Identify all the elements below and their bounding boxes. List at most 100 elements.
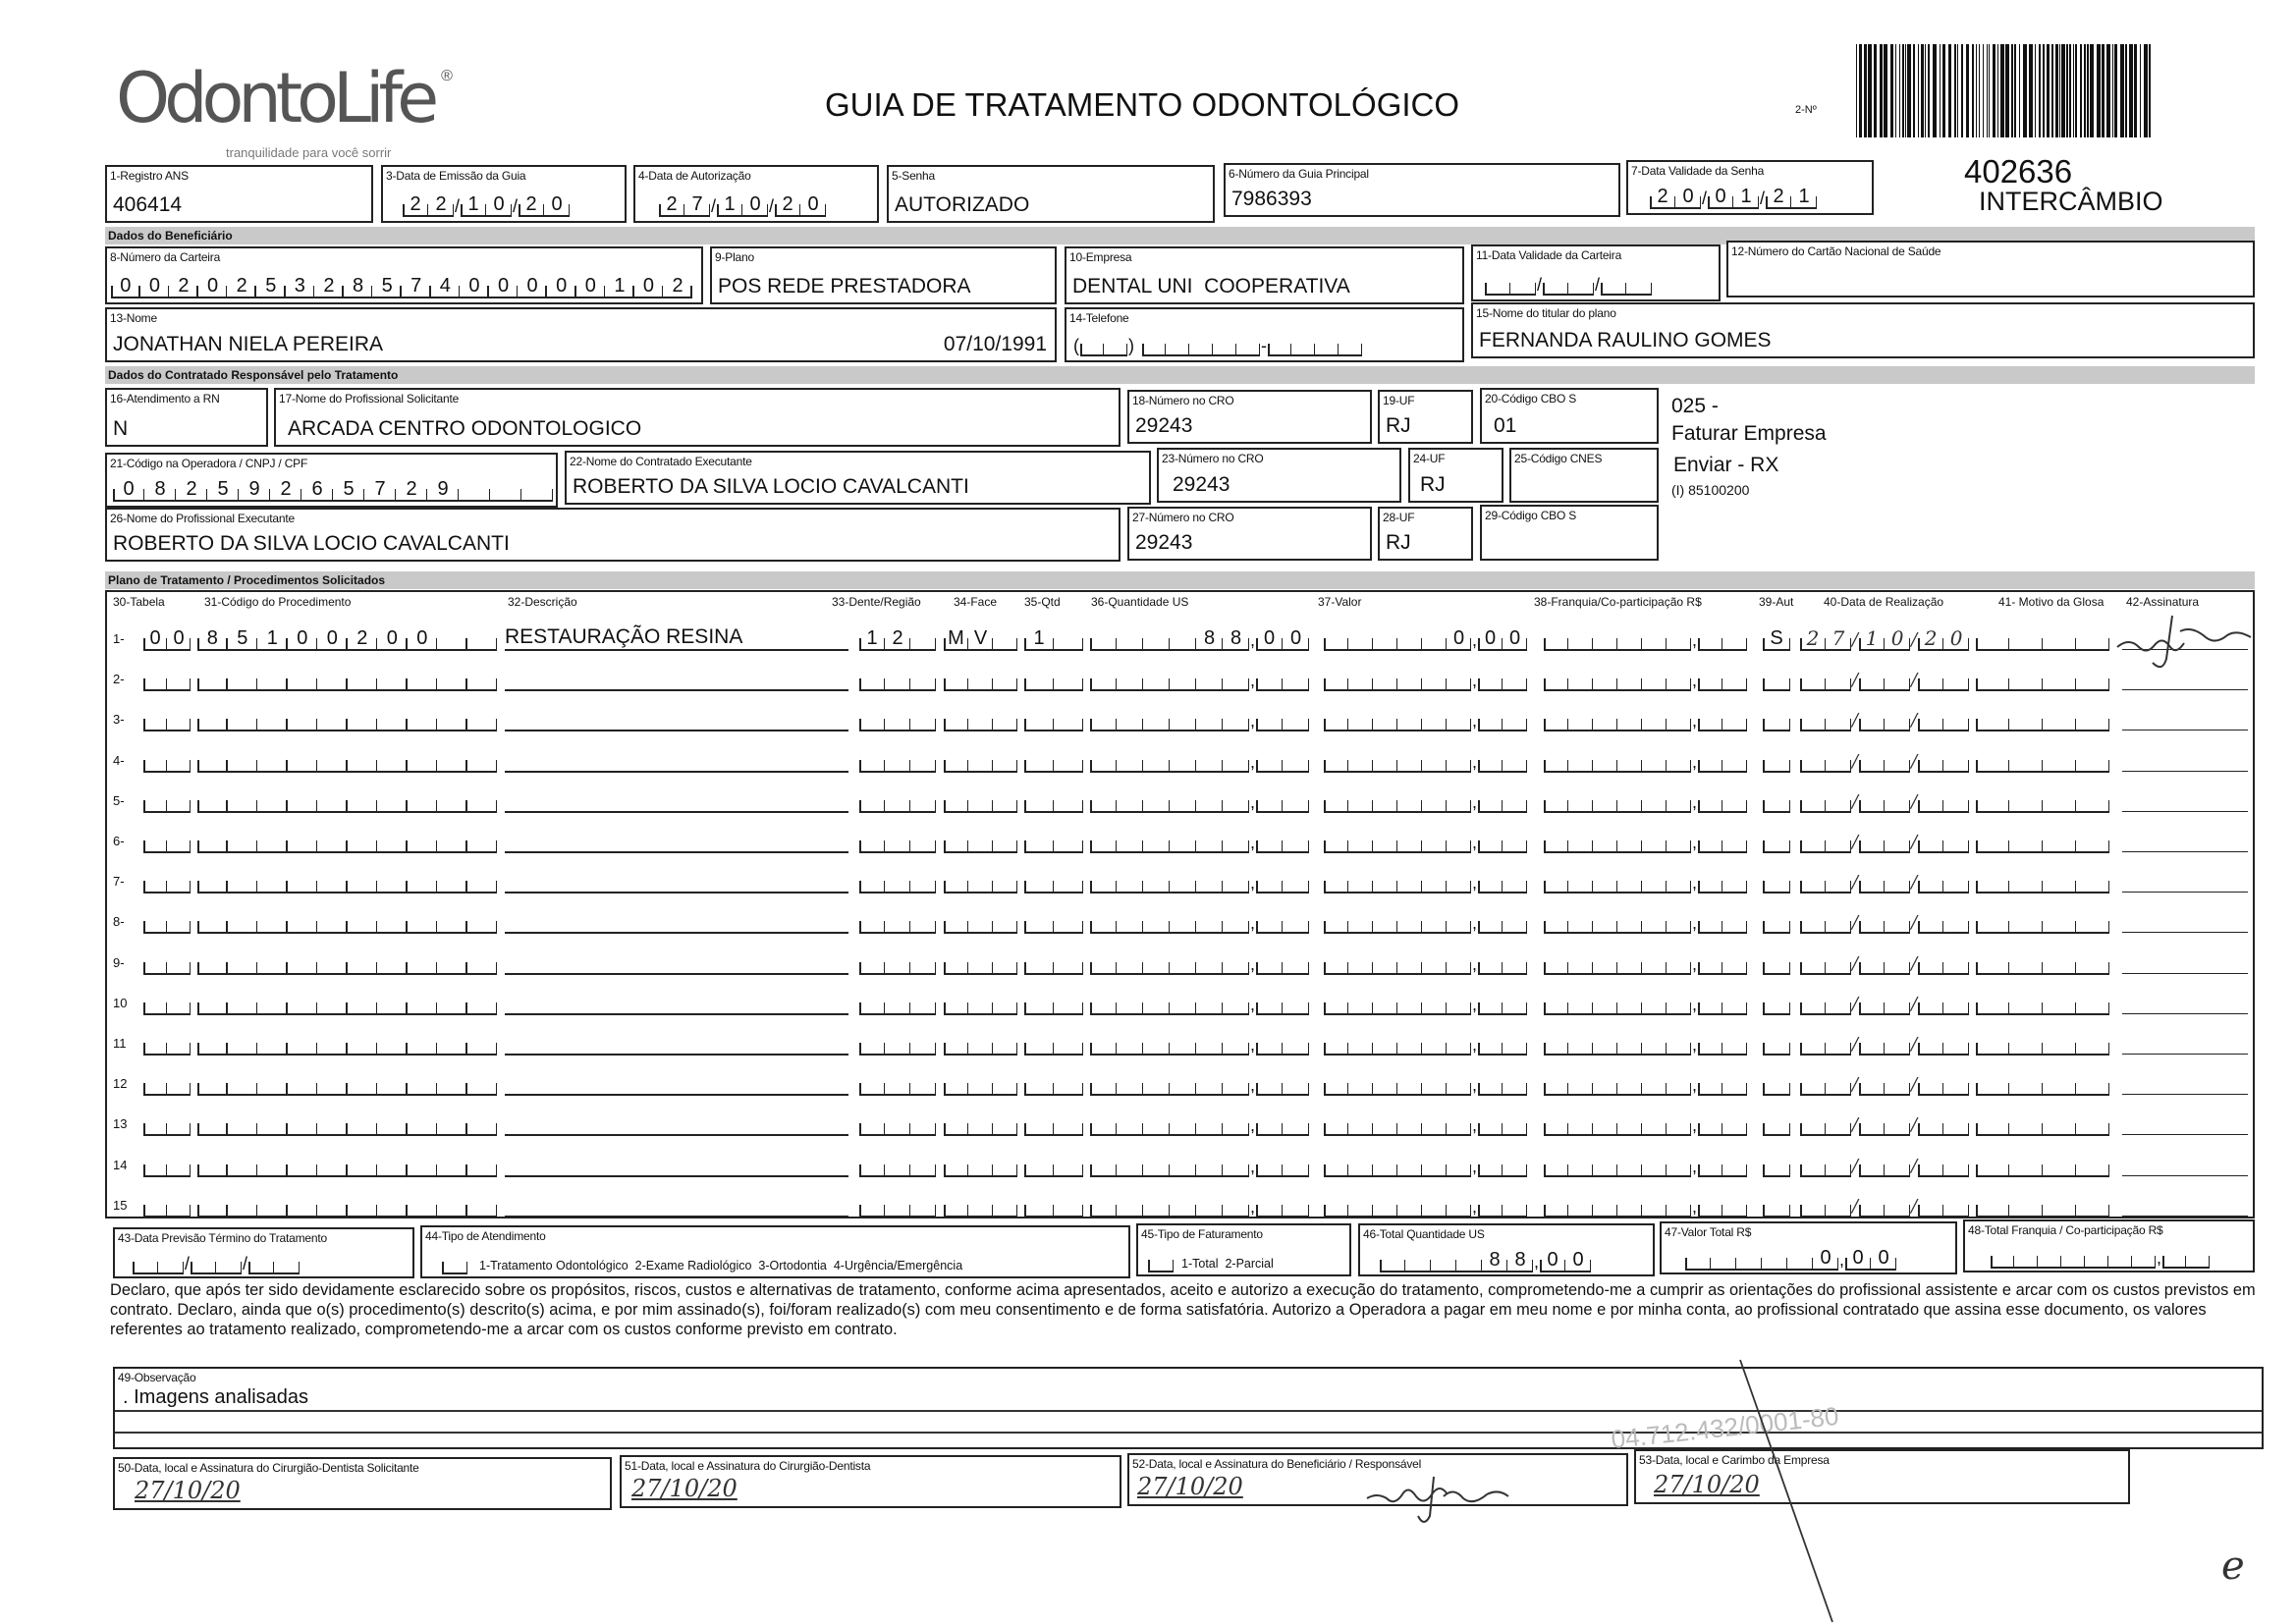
comb-cell bbox=[1373, 1032, 1397, 1056]
comb-cell bbox=[377, 1194, 408, 1218]
comb-cell bbox=[1422, 1032, 1447, 1056]
comb-cell bbox=[1054, 627, 1083, 651]
comb-cell bbox=[1698, 910, 1723, 935]
comb-cell bbox=[1478, 1072, 1503, 1097]
comb-cell bbox=[910, 951, 936, 975]
barcode-bar bbox=[2125, 44, 2127, 137]
comb-cell bbox=[1885, 1072, 1911, 1097]
comb-cell bbox=[1642, 951, 1667, 975]
comb-cell bbox=[466, 910, 497, 935]
comb-cell bbox=[1324, 668, 1348, 692]
comb-cell bbox=[1397, 1072, 1422, 1097]
comb-cell bbox=[1143, 870, 1170, 894]
face-comb bbox=[944, 787, 1017, 813]
comb-cell bbox=[143, 1072, 167, 1097]
comb-cell bbox=[1642, 870, 1667, 894]
comb-cell bbox=[466, 1112, 497, 1137]
comb-cell: 0 bbox=[544, 193, 571, 217]
comb-cell bbox=[437, 1112, 467, 1137]
comb-cell bbox=[1568, 1032, 1593, 1056]
comb-cell: 0 bbox=[1813, 1247, 1838, 1271]
comb-separator: , bbox=[1250, 833, 1256, 852]
comb-cell bbox=[1397, 668, 1422, 692]
comb-cell bbox=[993, 1072, 1017, 1097]
comb-cell bbox=[1859, 910, 1886, 935]
barcode-bar bbox=[2043, 44, 2045, 137]
comb-cell bbox=[1976, 910, 2009, 935]
comb-cell bbox=[347, 1194, 377, 1218]
comb-cell bbox=[2043, 1154, 2076, 1177]
comb-cell bbox=[1763, 951, 1790, 975]
comb-cell bbox=[197, 708, 228, 732]
comb-cell bbox=[143, 668, 167, 692]
glosa-comb bbox=[1976, 1192, 2109, 1218]
qtd-comb bbox=[1024, 949, 1083, 975]
comb-separator: / bbox=[1760, 189, 1766, 208]
comb-cell bbox=[167, 1154, 191, 1177]
comb-cell: 2 bbox=[270, 478, 301, 502]
field-observacao: 49-Observação . Imagens analisadas bbox=[113, 1367, 2264, 1449]
comb-cell bbox=[910, 830, 936, 853]
comb-cell bbox=[1223, 870, 1249, 894]
aut-comb bbox=[1763, 1070, 1790, 1097]
qtd-comb bbox=[1024, 1070, 1083, 1097]
comb-cell: 2 bbox=[1650, 186, 1675, 209]
field-label: 9-Plano bbox=[715, 250, 754, 264]
comb-cell bbox=[1256, 1112, 1284, 1137]
data-realizacao-comb: / / bbox=[1800, 1192, 1970, 1218]
comb-cell bbox=[968, 1194, 993, 1218]
logo-wordmark: OdontoLife ® bbox=[116, 59, 453, 137]
field-label: 10-Empresa bbox=[1069, 250, 1132, 264]
comb-cell: 0 bbox=[742, 193, 769, 217]
comb-cell bbox=[1478, 992, 1503, 1015]
comb-cell bbox=[1422, 1112, 1447, 1137]
comb-cell bbox=[1568, 1194, 1593, 1218]
comb-cell bbox=[227, 749, 257, 773]
valor-comb: , bbox=[1324, 747, 1528, 773]
comb-cell bbox=[1859, 830, 1886, 853]
comb-cell bbox=[1324, 1154, 1348, 1177]
handwritten-signature bbox=[1366, 1476, 1509, 1523]
comb-cell bbox=[1223, 1032, 1249, 1056]
comb-separator: / bbox=[1911, 629, 1918, 650]
comb-cell bbox=[407, 749, 437, 773]
comb-cell bbox=[1024, 951, 1054, 975]
comb-cell bbox=[1117, 627, 1143, 651]
comb-cell bbox=[197, 1032, 228, 1056]
comb-cell bbox=[1722, 1072, 1748, 1097]
descricao bbox=[505, 1152, 848, 1177]
comb-cell bbox=[910, 789, 936, 813]
comb-cell bbox=[1170, 627, 1196, 651]
barcode-bar bbox=[1895, 44, 1896, 137]
comb-cell bbox=[1104, 333, 1127, 356]
comb-cell bbox=[1196, 1194, 1223, 1218]
comb-cell bbox=[859, 951, 885, 975]
comb-cell: 0 bbox=[800, 193, 827, 217]
comb-cell bbox=[1617, 1072, 1642, 1097]
comb-cell bbox=[2009, 1194, 2043, 1218]
comb-cell bbox=[1568, 870, 1593, 894]
comb-cell: 8 bbox=[197, 627, 228, 651]
comb-cell bbox=[257, 1194, 288, 1218]
comb-cell bbox=[1090, 1194, 1117, 1218]
comb-cell bbox=[910, 870, 936, 894]
comb-cell bbox=[1223, 789, 1249, 813]
face-comb bbox=[944, 1070, 1017, 1097]
comb-cell: 3 bbox=[285, 275, 315, 298]
assinatura-line bbox=[2122, 1192, 2248, 1217]
comb-cell bbox=[143, 749, 167, 773]
comb-cell bbox=[1348, 1032, 1373, 1056]
comb-cell bbox=[1918, 749, 1944, 773]
field-label: 20-Código CBO S bbox=[1485, 392, 1577, 406]
comb-cell bbox=[2043, 789, 2076, 813]
comb-cell bbox=[2009, 708, 2043, 732]
logo-brand: OdontoLife bbox=[116, 58, 439, 138]
comb-separator: , bbox=[1472, 994, 1478, 1014]
comb-cell bbox=[1859, 789, 1886, 813]
face-comb bbox=[944, 1152, 1017, 1177]
comb-cell bbox=[1593, 830, 1617, 853]
comb-cell bbox=[1918, 1032, 1944, 1056]
comb-cell bbox=[1544, 1032, 1568, 1056]
comb-cell bbox=[1422, 749, 1447, 773]
comb-cell bbox=[1054, 830, 1083, 853]
